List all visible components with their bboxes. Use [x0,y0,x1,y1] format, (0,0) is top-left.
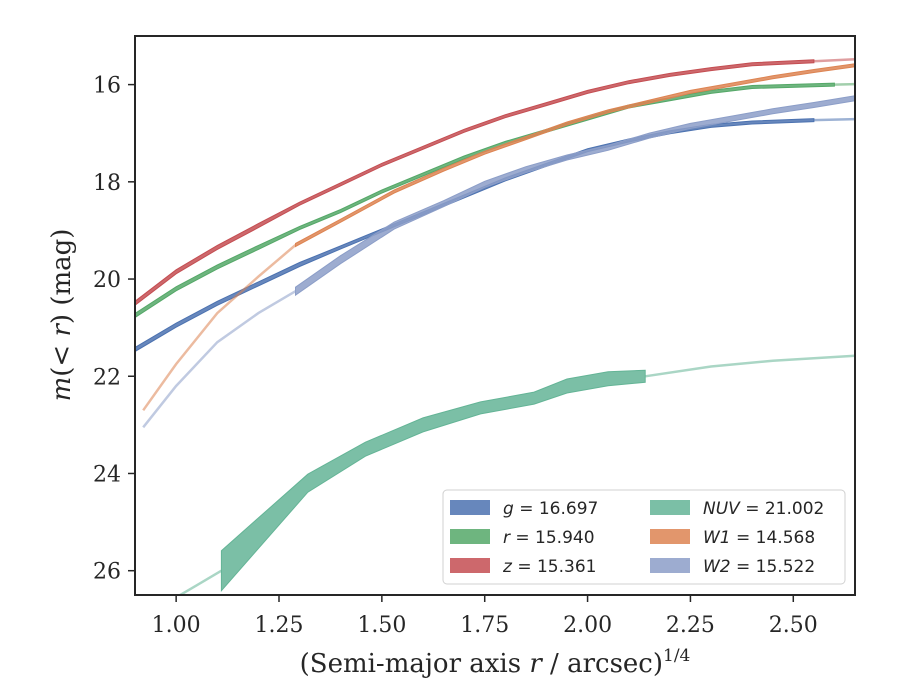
x-axis-ticks: 1.00 1.25 1.50 1.75 2.00 2.25 2.50 [152,595,818,638]
legend-label-z: z = 15.361 [502,557,596,577]
x-tick-label: 2.25 [666,613,715,638]
legend-swatch-z [450,558,490,573]
series-r [135,82,855,319]
x-axis-title: (Semi-major axis r / arcsec)1/4 [300,646,691,679]
y-tick-label: 16 [93,74,121,99]
x-tick-label: 1.50 [357,613,406,638]
series-nuv-band [220,369,646,593]
legend-label-nuv: NUV = 21.002 [703,499,824,519]
x-tick-label: 1.00 [152,613,201,638]
legend-item-w2: W2 = 15.522 [650,557,815,577]
y-tick-label: 26 [93,560,121,585]
y-tick-label: 20 [93,268,121,293]
series-w1 [142,63,855,412]
legend-label-g: g = 16.697 [503,499,598,519]
series-nuv-extrapolation-inner [177,569,223,595]
series-g-band [135,118,815,353]
legend-swatch-g [450,500,490,515]
x-tick-label: 1.25 [255,613,304,638]
series-z-extrapolation-outer [813,58,855,63]
legend: g = 16.697 r = 15.940 z = 15.361 NUV = 21.0… [442,489,846,585]
legend-item-r: r = 15.940 [450,528,595,548]
series-r-band [135,82,835,319]
series-w2-extrapolation-inner [142,290,297,429]
legend-swatch-nuv [650,500,690,515]
series-w2-band [295,95,855,297]
series-g-extrapolation-outer [813,117,855,122]
legend-swatch-w1 [650,529,690,544]
legend-swatch-w2 [650,558,690,573]
series-z-band [135,59,815,306]
x-tick-label: 1.75 [460,613,509,638]
y-axis-ticks: 16 18 20 22 24 26 [93,74,135,585]
series-g [135,117,855,353]
series-nuv-extrapolation-outer [645,354,855,378]
plot-frame [134,35,856,596]
series-nuv [177,354,855,595]
legend-item-w1: W1 = 14.568 [650,528,815,548]
y-axis-title: m(< r) (mag) [47,229,77,402]
series-z [135,58,855,306]
series-r-extrapolation-outer [834,82,855,86]
legend-swatch-r [450,529,490,544]
y-tick-label: 24 [93,462,121,487]
curves-layer [135,58,855,595]
x-tick-label: 2.50 [769,613,818,638]
y-tick-label: 22 [93,365,121,390]
series-w1-extrapolation-inner [142,244,297,412]
series-w2 [142,95,855,429]
legend-item-nuv: NUV = 21.002 [650,499,824,519]
legend-label-w1: W1 = 14.568 [703,528,815,548]
y-tick-label: 18 [93,171,121,196]
legend-box [442,489,846,585]
series-w1-band [295,63,855,248]
legend-item-g: g = 16.697 [450,499,598,519]
legend-item-z: z = 15.361 [450,557,596,577]
legend-label-r: r = 15.940 [503,528,595,548]
x-tick-label: 2.00 [563,613,612,638]
legend-label-w2: W2 = 15.522 [703,557,815,577]
